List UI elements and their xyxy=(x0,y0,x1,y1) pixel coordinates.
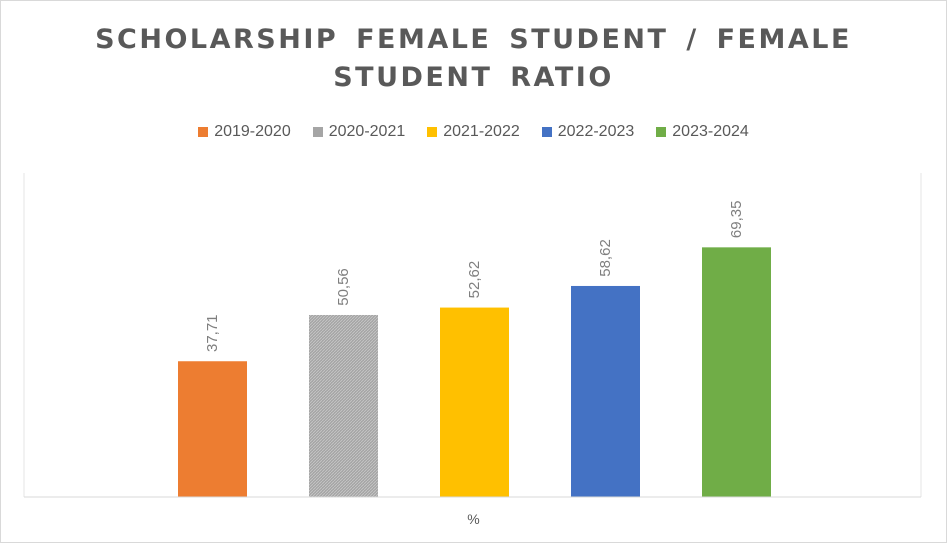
bar-2023-2024 xyxy=(702,247,771,497)
legend-label: 2019-2020 xyxy=(214,123,291,140)
legend-item-2023-2024: 2023-2024 xyxy=(656,123,749,141)
legend-swatch xyxy=(198,127,209,137)
bar-2019-2020 xyxy=(178,361,247,497)
legend-label: 2022-2023 xyxy=(557,123,635,140)
legend-swatch xyxy=(656,127,667,137)
bar-2020-2021 xyxy=(309,314,378,497)
data-label-2019-2020: 37,71 xyxy=(204,314,221,352)
data-label-2020-2021: 50,56 xyxy=(335,268,352,306)
legend-label: 2021-2022 xyxy=(443,123,520,140)
x-axis-category-label: % xyxy=(467,511,480,527)
legend-swatch xyxy=(427,127,438,137)
legend-swatch xyxy=(541,127,552,137)
legend: 2019-2020 2020-2021 2021-2022 2022-2023 … xyxy=(1,121,946,143)
bar-2022-2023 xyxy=(571,285,640,497)
legend-label: 2023-2024 xyxy=(672,123,749,140)
legend-item-2019-2020: 2019-2020 xyxy=(198,123,291,141)
chart-title: SCHOLARSHIP FEMALE STUDENT / FEMALE STUD… xyxy=(1,21,946,97)
legend-label: 2020-2021 xyxy=(328,123,406,140)
legend-item-2022-2023: 2022-2023 xyxy=(541,123,635,141)
data-label-2022-2023: 58,62 xyxy=(597,239,614,277)
data-label-2023-2024: 69,35 xyxy=(728,201,745,239)
chart-title-line-1: SCHOLARSHIP FEMALE STUDENT / FEMALE xyxy=(95,24,852,55)
data-label-2021-2022: 52,62 xyxy=(466,261,483,299)
legend-swatch xyxy=(312,127,323,137)
legend-item-2021-2022: 2021-2022 xyxy=(427,123,520,141)
bars-group: 37,71 50,56 52,62 58,62 69,35 xyxy=(178,201,771,497)
chart-title-line-2: STUDENT RATIO xyxy=(333,62,614,93)
legend-item-2020-2021: 2020-2021 xyxy=(312,123,406,141)
bar-2021-2022 xyxy=(440,307,509,497)
